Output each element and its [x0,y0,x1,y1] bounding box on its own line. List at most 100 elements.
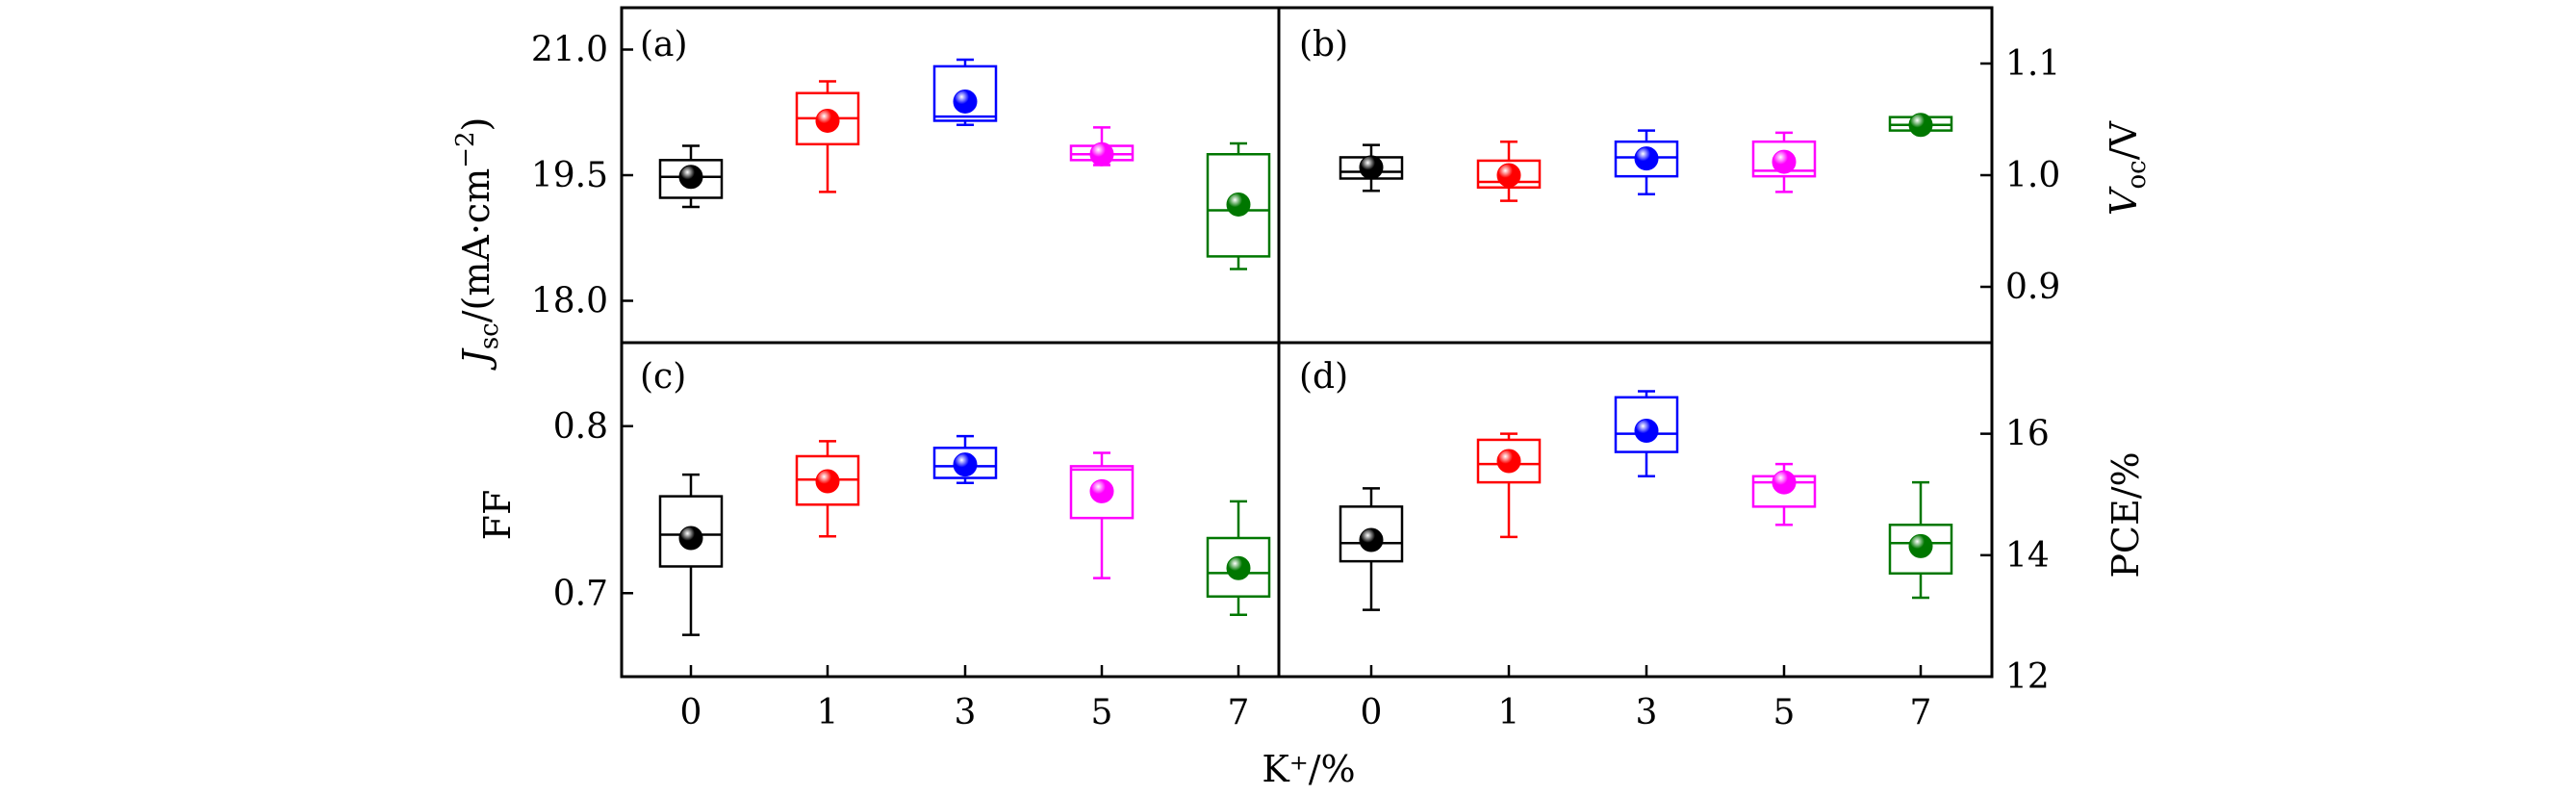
box-1 [1476,140,1542,202]
x-tick-label: 1 [1498,693,1520,732]
box-iqr [1476,438,1542,484]
box-iqr [1614,396,1679,453]
box-1 [795,440,860,538]
box-mean-marker [1359,527,1384,552]
x-tick-label: 5 [1773,693,1796,732]
box-0 [1339,487,1404,611]
box-1 [1476,432,1542,539]
y-tick-label: 0.7 [553,574,608,613]
panel-c: FF 0.7 0.8 (c) [476,357,1271,636]
panel-a: Jsc/(mA·cm−2) 18.0 19.5 21.0 (a) [451,25,1271,372]
x-tick-label: 3 [955,693,977,732]
box-mean-marker [1908,533,1933,558]
box-mean-marker [1089,478,1114,503]
box-iqr [1206,536,1271,598]
box-mean-marker [678,165,703,190]
box-5 [1069,126,1135,167]
box-mean-marker [953,452,978,477]
panel-d-ticks: 12 14 16 [1980,415,2050,697]
y-tick-label: 12 [2005,657,2050,697]
panel-a-boxes [658,58,1271,270]
box-mean-marker [1089,141,1114,167]
box-iqr [932,447,998,479]
panel-b: Voc/V 0.9 1.0 1.1 (b) [1299,25,2152,307]
box-5 [1069,451,1135,579]
svg-text:Voc/V: Voc/V [2103,120,2152,215]
box-7 [1206,141,1271,270]
panel-c-boxes [658,434,1271,636]
x-axis-ticks: 0 1 3 5 7 0 1 3 5 7 [680,665,1932,732]
box-3 [932,434,998,484]
box-mean-marker [1772,149,1797,174]
svg-text:PCE/%: PCE/% [2104,451,2147,578]
box-3 [1614,129,1679,195]
y-tick-label: 21.0 [531,31,608,70]
box-iqr [658,495,724,568]
panel-c-letter: (c) [640,357,686,397]
panel-a-letter: (a) [640,25,688,64]
y-tick-label: 18.0 [531,282,608,321]
y-tick-label: 19.5 [531,156,608,195]
box-iqr [932,64,998,122]
y-tick-label: 14 [2005,536,2050,576]
panel-b-y-axis-label: Voc/V [2103,120,2152,215]
box-mean-marker [1634,418,1659,443]
box-mean-marker [1226,555,1251,580]
panel-c-ticks: 0.7 0.8 [553,407,633,613]
box-mean-marker [815,108,840,133]
box-mean-marker [1772,470,1797,495]
panel-c-y-axis-label: FF [476,490,519,541]
box-7 [1888,113,1953,138]
box-7 [1888,480,1953,600]
box-3 [1614,390,1679,478]
box-iqr [1476,159,1542,190]
box-mean-marker [815,469,840,494]
box-mean-marker [1496,163,1521,188]
x-tick-label: 1 [817,693,839,732]
box-iqr [1614,140,1679,178]
box-iqr [1069,465,1135,520]
x-tick-label: 7 [1910,693,1932,732]
box-0 [1339,143,1404,193]
panel-a-ticks: 18.0 19.5 21.0 [531,31,633,321]
x-tick-label: 7 [1228,693,1250,732]
panel-a-y-axis-label: Jsc/(mA·cm−2) [451,117,504,372]
box-mean-marker [678,526,703,551]
panel-b-ticks: 0.9 1.0 1.1 [1980,44,2060,307]
x-tick-label: 5 [1091,693,1113,732]
panel-d-letter: (d) [1299,357,1348,397]
box-3 [932,58,998,127]
y-tick-label: 0.9 [2005,268,2060,307]
box-mean-marker [1908,113,1933,138]
box-mean-marker [953,89,978,114]
panel-d-y-axis-label: PCE/% [2104,451,2147,578]
y-tick-label: 1.1 [2005,44,2060,84]
svg-text:Jsc/(mA·cm−2): Jsc/(mA·cm−2) [451,117,504,372]
x-tick-label: 3 [1636,693,1658,732]
box-7 [1206,500,1271,617]
svg-text:FF: FF [476,490,519,541]
box-mean-marker [1226,192,1251,217]
box-mean-marker [1496,449,1521,474]
panel-b-letter: (b) [1299,25,1348,64]
box-iqr [1888,524,1953,575]
box-5 [1751,462,1817,526]
box-0 [658,473,724,636]
panel-d-boxes [1339,390,1953,611]
x-tick-label: 0 [1361,693,1383,732]
y-tick-label: 16 [2005,415,2050,454]
box-iqr [1339,505,1404,563]
x-axis-label: K⁺/% [1262,748,1355,790]
box-5 [1751,131,1817,193]
box-mean-marker [1359,155,1384,180]
box-1 [795,80,860,193]
box-0 [658,144,724,209]
panel-b-boxes [1339,113,1953,202]
box-iqr [658,159,724,199]
panel-d: PCE/% 12 14 16 (d) [1299,357,2147,697]
box-mean-marker [1634,146,1659,171]
y-tick-label: 1.0 [2005,156,2060,195]
box-iqr [1751,140,1817,178]
box-iqr [1206,153,1271,258]
